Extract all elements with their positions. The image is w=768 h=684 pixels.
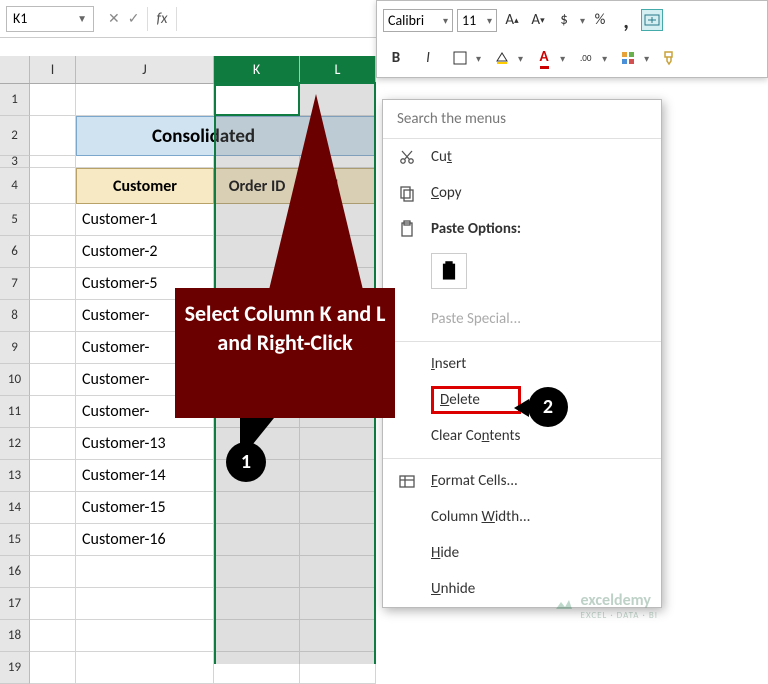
watermark: exceldemy EXCEL · DATA · BI: [553, 591, 658, 621]
clipboard-icon: [397, 219, 417, 239]
svg-text:.00: .00: [580, 53, 592, 64]
column-header-I[interactable]: I: [30, 56, 76, 83]
row-header[interactable]: 1: [0, 84, 30, 116]
customer-cell[interactable]: Customer-13: [76, 428, 214, 460]
font-size-select[interactable]: 11▾: [457, 9, 497, 32]
ctx-format-cells[interactable]: Format Cells...: [383, 463, 661, 499]
format-painter-icon[interactable]: [659, 47, 681, 69]
ctx-paste-buttons: [383, 247, 661, 301]
row-header[interactable]: 4: [0, 168, 30, 204]
customer-cell[interactable]: Customer-1: [76, 204, 214, 236]
step-badge-2: 2: [528, 387, 568, 427]
paste-options-label: Paste Options:: [431, 220, 521, 238]
customer-cell[interactable]: Customer-2: [76, 236, 214, 268]
border-icon[interactable]: [449, 47, 471, 69]
name-box-value: K1: [13, 10, 27, 27]
ctx-clear[interactable]: Clear Contents: [383, 418, 661, 454]
ctx-cut[interactable]: Cut: [383, 139, 661, 175]
copy-icon: [397, 183, 417, 203]
context-search[interactable]: Search the menus: [383, 100, 661, 139]
step-badge-1: 1: [226, 442, 266, 482]
customer-cell[interactable]: Customer-14: [76, 460, 214, 492]
font-size-value: 11: [462, 12, 476, 29]
percent-icon[interactable]: %: [589, 9, 611, 31]
column-header-L[interactable]: L: [300, 56, 376, 83]
cell-styles-icon[interactable]: [617, 47, 639, 69]
watermark-name: exceldemy: [581, 591, 658, 610]
customer-cell[interactable]: Customer-16: [76, 524, 214, 556]
name-box[interactable]: K1 ▼: [6, 6, 94, 32]
currency-icon[interactable]: $: [553, 9, 575, 31]
customer-cell[interactable]: Customer-15: [76, 492, 214, 524]
ctx-column-width[interactable]: Column Width...: [383, 499, 661, 535]
increase-decimal-icon[interactable]: .00: [575, 47, 597, 69]
row-header[interactable]: 2: [0, 116, 30, 156]
font-family-value: Calibri: [388, 12, 424, 29]
column-header-J[interactable]: J: [76, 56, 214, 83]
select-all-corner[interactable]: [0, 56, 30, 83]
fill-color-icon[interactable]: [491, 47, 513, 69]
row-header[interactable]: 3: [0, 156, 30, 168]
column-header-K[interactable]: K: [214, 56, 300, 83]
ctx-paste-special: Paste Special...: [383, 301, 661, 337]
font-family-select[interactable]: Calibri▾: [383, 9, 453, 32]
watermark-tag: EXCEL · DATA · BI: [581, 610, 658, 621]
watermark-icon: [553, 595, 575, 617]
italic-button[interactable]: I: [417, 47, 439, 69]
format-icon: [397, 471, 417, 491]
decrease-font-icon[interactable]: A▾: [527, 9, 549, 31]
ctx-hide[interactable]: Hide: [383, 535, 661, 571]
fx-icon[interactable]: fx: [156, 10, 167, 28]
scissors-icon: [397, 147, 417, 167]
comma-icon[interactable]: ,: [615, 9, 637, 31]
chevron-down-icon: ▼: [77, 12, 87, 25]
ctx-insert[interactable]: Insert: [383, 346, 661, 382]
mini-toolbar: Calibri▾ 11▾ A▴ A▾ $▾ % , B I ▾ ▾ A▾ .00…: [376, 0, 768, 78]
merge-icon[interactable]: [641, 9, 663, 31]
paste-icon[interactable]: [431, 253, 467, 289]
ctx-paste-options: Paste Options:: [383, 211, 661, 247]
column-headers: I J K L: [0, 56, 376, 84]
font-color-icon[interactable]: A: [533, 47, 555, 69]
increase-font-icon[interactable]: A▴: [501, 9, 523, 31]
ctx-copy[interactable]: Copy: [383, 175, 661, 211]
formula-bar: K1 ▼ ✕ ✓ fx: [0, 0, 376, 38]
bold-button[interactable]: B: [385, 47, 407, 69]
paste-special-label: Paste Special...: [431, 310, 521, 328]
cancel-icon[interactable]: ✕: [108, 10, 120, 27]
header-customer[interactable]: Customer: [76, 168, 214, 204]
context-menu: Search the menus Cut Copy Paste Options:…: [382, 99, 662, 608]
callout-arrow: [268, 94, 364, 294]
callout-text: Select Column K and L and Right-Click: [182, 300, 388, 357]
check-icon[interactable]: ✓: [128, 10, 140, 27]
